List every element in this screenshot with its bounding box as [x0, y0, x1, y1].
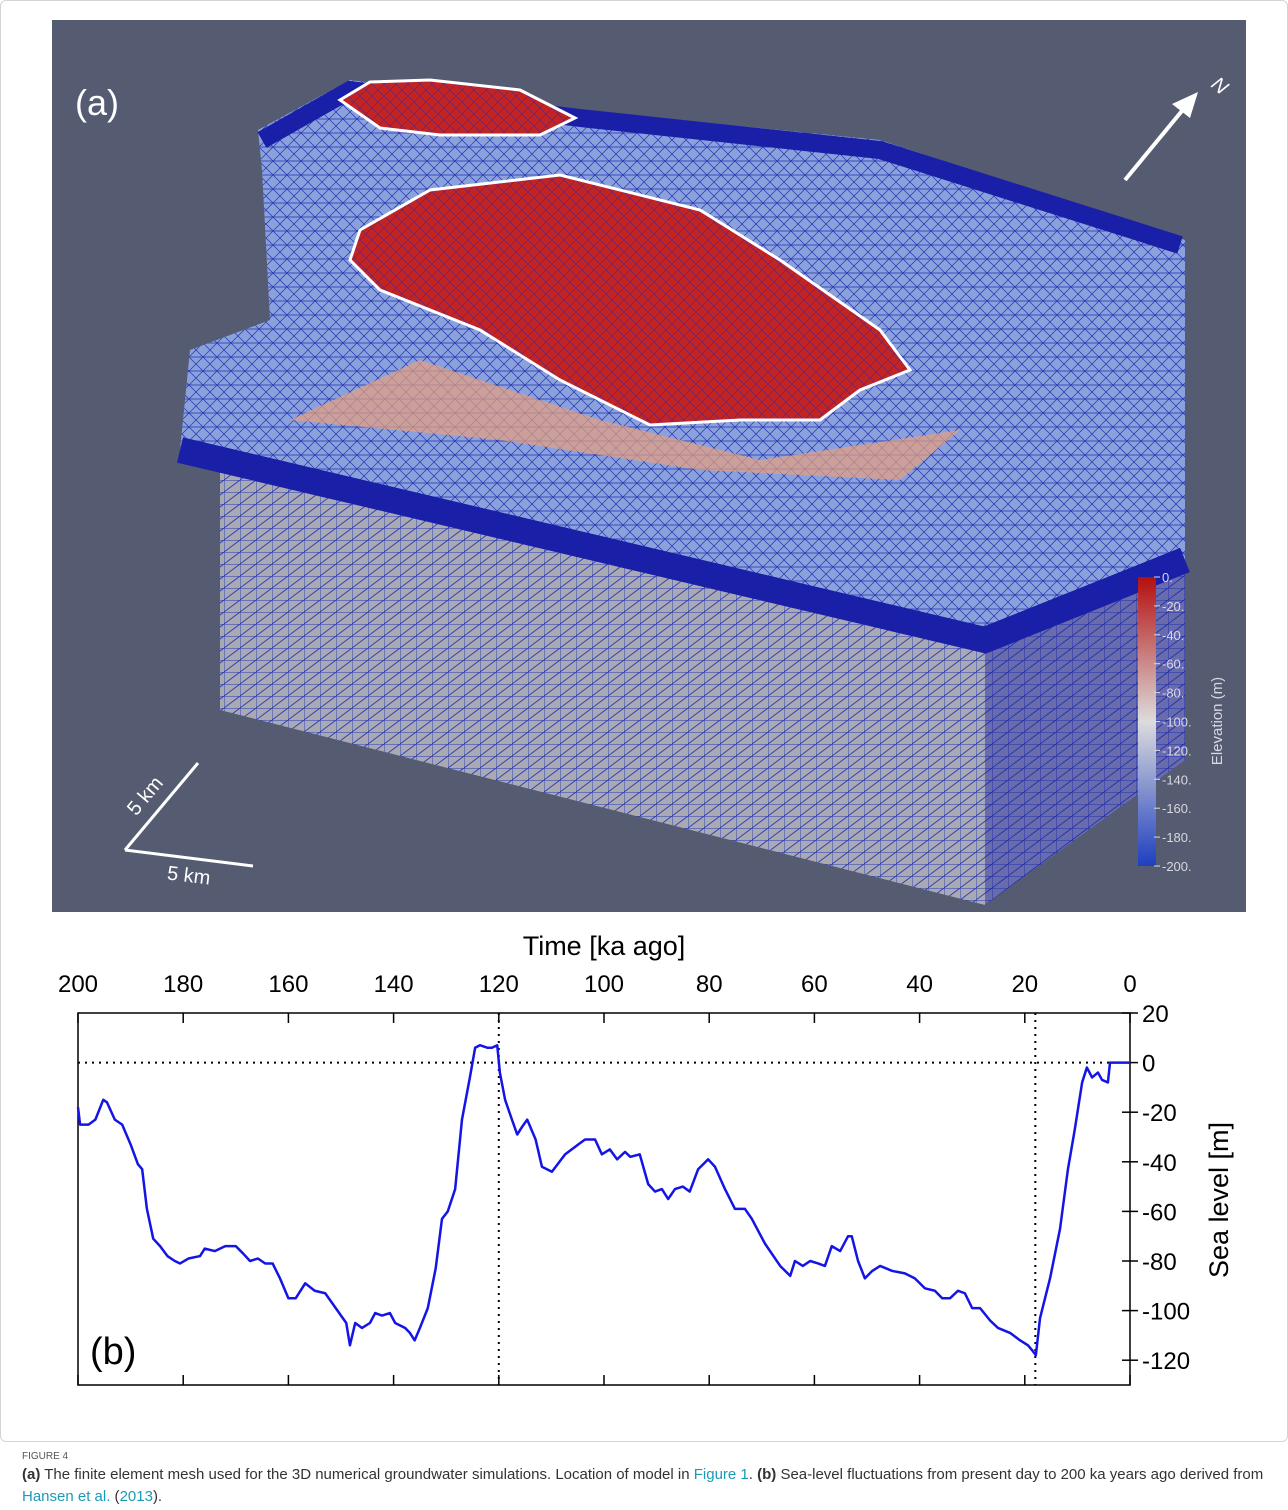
x-tick-label: 180 — [163, 971, 203, 998]
x-tick-label: 140 — [374, 971, 414, 998]
mesh-right-shade — [985, 560, 1185, 905]
caption-segment: ( — [110, 1488, 120, 1505]
mesh-edge-band — [177, 437, 1190, 654]
y-axis-title: Sea level [m] — [1204, 1122, 1234, 1278]
colorbar-tick-label: 0. — [1162, 570, 1173, 585]
north-arrowhead — [1172, 92, 1198, 118]
x-tick-label: 80 — [696, 971, 723, 998]
x-tick-label: 160 — [268, 971, 308, 998]
colorbar-tick-label: -200. — [1162, 859, 1192, 874]
x-tick-label: 100 — [584, 971, 624, 998]
colorbar-tick-label: -160. — [1162, 801, 1192, 816]
mesh-right-face — [985, 560, 1185, 905]
caption-segment: The finite element mesh used for the 3D … — [40, 1466, 694, 1483]
mesh-edge-band — [257, 80, 1183, 254]
colorbar-tick-label: -80. — [1162, 686, 1184, 701]
y-tick-label: -100 — [1142, 1299, 1190, 1326]
colorbar-tick-label: -20. — [1162, 599, 1184, 614]
caption-link[interactable]: 2013 — [119, 1488, 153, 1505]
sea-level-line — [76, 1043, 1130, 1357]
caption-segment: (a) — [22, 1466, 41, 1483]
caption-segment: (b) — [757, 1466, 777, 1483]
y-tick-label: -20 — [1142, 1100, 1177, 1127]
y-tick-label: 20 — [1142, 1001, 1169, 1028]
panel-label: (b) — [90, 1331, 136, 1373]
x-tick-label: 20 — [1011, 971, 1038, 998]
mesh-front-face — [220, 450, 985, 905]
caption-segment: . — [748, 1466, 758, 1483]
y-tick-label: -40 — [1142, 1150, 1177, 1177]
shallow-zone — [290, 360, 960, 480]
x-tick-label: 120 — [479, 971, 519, 998]
caption-link[interactable]: Hansen et al. — [22, 1488, 111, 1505]
figure: 5 km 5 km N (a) Elevation (m) 0.-20.-40.… — [52, 20, 1246, 1386]
colorbar-tick-label: -180. — [1162, 830, 1192, 845]
colorbar-tick-label: -60. — [1162, 657, 1184, 672]
island-main — [348, 173, 913, 427]
scale-bar — [124, 848, 254, 868]
figure-label: FIGURE 4 — [22, 1451, 69, 1462]
x-tick-label: 40 — [906, 971, 933, 998]
caption-text: (a) The finite element mesh used for the… — [22, 1464, 1272, 1508]
panel-a: 5 km 5 km N (a) Elevation (m) 0.-20.-40.… — [52, 20, 1246, 912]
scale-label: 5 km — [166, 862, 212, 889]
caption-link[interactable]: Figure 1 — [693, 1466, 749, 1483]
scale-bar — [123, 762, 200, 851]
colorbar-label: Elevation (m) — [1209, 677, 1226, 765]
colorbar-tick-label: -100. — [1162, 715, 1192, 730]
island-north — [337, 78, 579, 137]
caption-segment: Sea-level fluctuations from present day … — [776, 1466, 1264, 1483]
panel-label: (a) — [75, 82, 119, 123]
colorbar — [1138, 577, 1156, 866]
colorbar-tick-label: -140. — [1162, 772, 1192, 787]
y-tick-label: -120 — [1142, 1348, 1190, 1375]
caption-segment: ). — [152, 1488, 163, 1505]
colorbar-tick-label: -120. — [1162, 743, 1192, 758]
y-tick-label: -60 — [1142, 1199, 1177, 1226]
x-tick-label: 0 — [1123, 971, 1136, 998]
north-arrow — [1123, 104, 1188, 182]
caption: FIGURE 4 (a) The finite element mesh use… — [22, 1450, 1272, 1508]
x-tick-label: 200 — [58, 971, 98, 998]
y-tick-label: -80 — [1142, 1249, 1177, 1276]
x-axis-title: Time [ka ago] — [523, 931, 686, 961]
y-tick-label: 0 — [1142, 1051, 1155, 1078]
x-tick-label: 60 — [801, 971, 828, 998]
plot-frame — [77, 1012, 1131, 1386]
colorbar-tick-label: -40. — [1162, 628, 1184, 643]
